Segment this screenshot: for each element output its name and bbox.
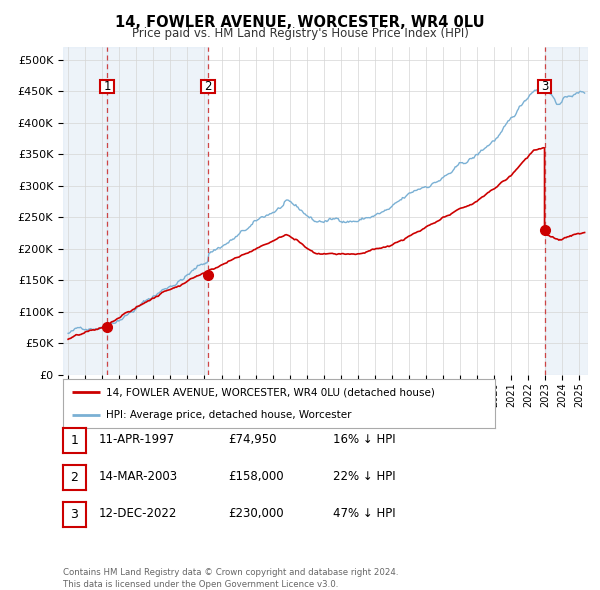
Text: Contains HM Land Registry data © Crown copyright and database right 2024.
This d: Contains HM Land Registry data © Crown c… <box>63 568 398 589</box>
Text: 11-APR-1997: 11-APR-1997 <box>99 433 175 446</box>
Bar <box>107 47 208 375</box>
Text: 1: 1 <box>103 80 111 93</box>
Text: 1: 1 <box>70 434 79 447</box>
Text: 2: 2 <box>70 471 79 484</box>
FancyBboxPatch shape <box>538 80 551 93</box>
Text: 16% ↓ HPI: 16% ↓ HPI <box>333 433 395 446</box>
Text: 2: 2 <box>204 80 212 93</box>
Text: 14, FOWLER AVENUE, WORCESTER, WR4 0LU (detached house): 14, FOWLER AVENUE, WORCESTER, WR4 0LU (d… <box>106 388 435 398</box>
Text: 14, FOWLER AVENUE, WORCESTER, WR4 0LU: 14, FOWLER AVENUE, WORCESTER, WR4 0LU <box>115 15 485 30</box>
Text: 3: 3 <box>70 508 79 521</box>
Text: 47% ↓ HPI: 47% ↓ HPI <box>333 507 395 520</box>
Text: 3: 3 <box>541 80 548 93</box>
Text: £158,000: £158,000 <box>228 470 284 483</box>
Bar <box>545 47 588 375</box>
Text: Price paid vs. HM Land Registry's House Price Index (HPI): Price paid vs. HM Land Registry's House … <box>131 27 469 40</box>
Text: £74,950: £74,950 <box>228 433 277 446</box>
Text: 14-MAR-2003: 14-MAR-2003 <box>99 470 178 483</box>
Text: HPI: Average price, detached house, Worcester: HPI: Average price, detached house, Worc… <box>106 409 352 419</box>
Text: 12-DEC-2022: 12-DEC-2022 <box>99 507 178 520</box>
Text: 22% ↓ HPI: 22% ↓ HPI <box>333 470 395 483</box>
Bar <box>63 47 107 375</box>
FancyBboxPatch shape <box>201 80 215 93</box>
Text: £230,000: £230,000 <box>228 507 284 520</box>
FancyBboxPatch shape <box>100 80 114 93</box>
